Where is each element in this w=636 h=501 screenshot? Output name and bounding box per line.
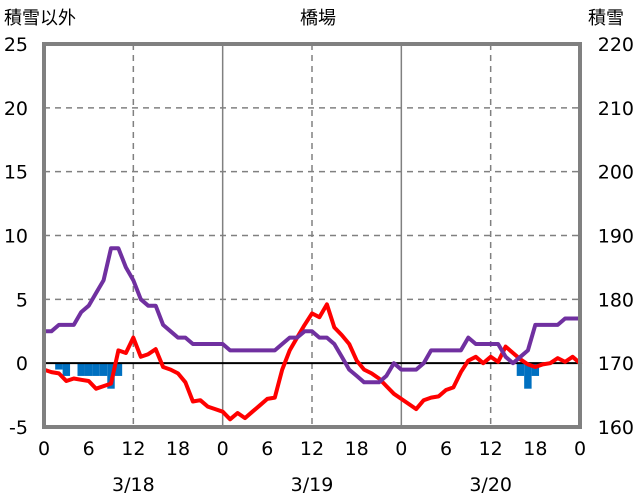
- date-labels: 3/18 3/19 3/20: [112, 474, 512, 496]
- x-tick-label: 18: [523, 438, 547, 460]
- x-tick-label: 12: [121, 438, 145, 460]
- x-tick-label: 6: [440, 438, 452, 460]
- left-tick-label: 0: [16, 353, 28, 375]
- chart-title: 橋場: [300, 8, 336, 29]
- x-tick-label: 12: [300, 438, 324, 460]
- precipitation-bar: [99, 363, 108, 376]
- left-axis-ticks: 25 20 15 10 5 0 -5: [4, 34, 28, 439]
- right-tick-label: 170: [598, 353, 634, 375]
- temperature-line: [42, 302, 582, 422]
- right-tick-label: 200: [598, 162, 634, 184]
- precipitation-bar: [55, 363, 63, 370]
- left-axis-label: 積雪以外: [4, 8, 76, 29]
- left-tick-label: 10: [4, 226, 28, 248]
- x-tick-label: 12: [479, 438, 503, 460]
- right-tick-label: 190: [598, 226, 634, 248]
- x-tick-label: 6: [83, 438, 95, 460]
- left-tick-label: 5: [16, 289, 28, 311]
- precipitation-bar: [114, 363, 123, 376]
- date-label: 3/19: [291, 474, 334, 496]
- precipitation-bar: [77, 363, 85, 376]
- right-tick-label: 160: [598, 417, 634, 439]
- left-tick-label: 20: [4, 98, 28, 120]
- right-tick-label: 180: [598, 289, 634, 311]
- precipitation-bar: [92, 363, 100, 376]
- precipitation-bar: [62, 363, 71, 376]
- date-label: 3/18: [112, 474, 155, 496]
- right-tick-label: 210: [598, 98, 634, 120]
- x-tick-label: 18: [166, 438, 190, 460]
- x-tick-label: 0: [395, 438, 407, 460]
- x-tick-label: 0: [574, 438, 586, 460]
- x-tick-label: 0: [217, 438, 229, 460]
- x-axis-ticks: 0 6 12 18 0 6 12 18 0 6 12 18 0: [38, 438, 586, 460]
- precipitation-bar: [531, 363, 540, 376]
- left-tick-label: 15: [4, 162, 28, 184]
- snow-depth-line: [42, 246, 582, 385]
- x-tick-label: 18: [345, 438, 369, 460]
- right-axis-label: 積雪: [588, 8, 624, 29]
- x-tick-label: 6: [261, 438, 273, 460]
- left-tick-label: -5: [9, 417, 28, 439]
- precipitation-bar: [524, 363, 532, 389]
- left-tick-label: 25: [4, 34, 28, 56]
- date-label: 3/20: [469, 474, 512, 496]
- x-tick-label: 0: [38, 438, 50, 460]
- precipitation-bar: [516, 363, 525, 376]
- precipitation-bar: [84, 363, 93, 376]
- plot-frame: [42, 42, 582, 429]
- grid-lines: [44, 44, 580, 427]
- right-axis-ticks: 220 210 200 190 180 170 160: [598, 34, 634, 439]
- right-tick-label: 220: [598, 34, 634, 56]
- series-lines: [42, 246, 582, 422]
